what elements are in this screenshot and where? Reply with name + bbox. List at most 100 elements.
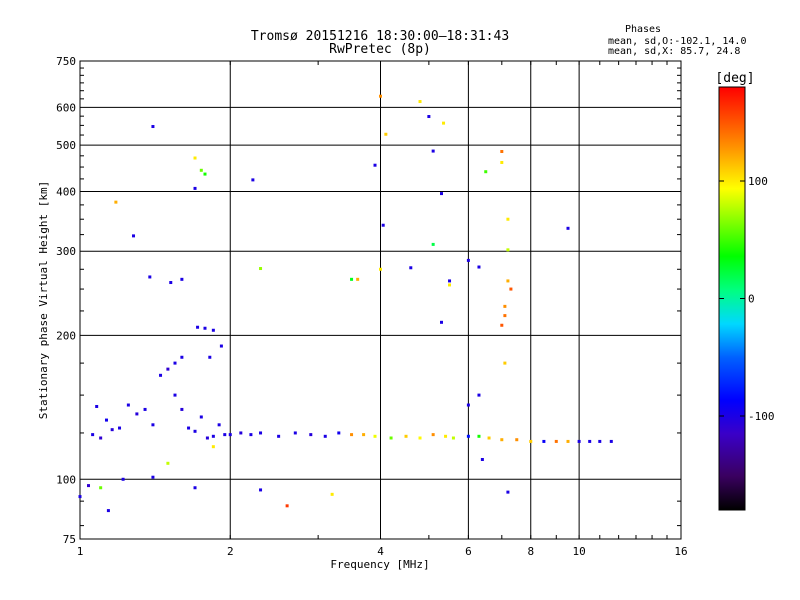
data-point	[431, 149, 435, 153]
data-point	[484, 170, 488, 174]
data-point	[503, 304, 507, 308]
data-point	[132, 234, 136, 238]
data-point	[444, 434, 448, 438]
data-point	[477, 265, 481, 269]
phases-stat-x: mean, sd,X: 85.7, 24.8	[608, 46, 740, 57]
x-tick-label: 2	[227, 545, 234, 558]
data-point	[431, 433, 435, 437]
axis-ticks: 1 2 4 6 8 10 16 75 100 200 300 400 500 600 750	[56, 55, 688, 558]
data-point	[442, 121, 446, 125]
data-point	[554, 439, 558, 443]
data-point	[173, 393, 177, 397]
data-point	[350, 277, 354, 281]
colorbar-tick-label: -100	[748, 410, 775, 423]
data-point	[203, 326, 207, 330]
data-point	[466, 403, 470, 407]
chart-title-line2: RwPretec (8p)	[329, 42, 431, 57]
data-point	[362, 433, 366, 437]
data-point	[166, 461, 170, 465]
data-point	[173, 361, 177, 365]
y-tick-label: 400	[56, 185, 76, 198]
data-point	[309, 433, 313, 437]
phases-heading: Phases	[625, 24, 661, 35]
data-point	[389, 436, 393, 440]
data-point	[148, 275, 152, 279]
data-point	[169, 281, 173, 285]
x-tick-label: 10	[572, 545, 585, 558]
y-tick-label: 600	[56, 101, 76, 114]
data-point	[515, 438, 519, 442]
data-point	[87, 484, 91, 488]
data-point	[211, 445, 215, 449]
data-point	[217, 423, 221, 427]
colorbar-tick-label: 100	[748, 175, 768, 188]
data-point	[509, 287, 513, 291]
data-point	[293, 431, 297, 435]
colorbar-tick-label: 0	[748, 293, 755, 306]
data-point	[196, 325, 200, 329]
data-point	[379, 94, 382, 98]
x-tick-label: 16	[674, 545, 687, 558]
data-point	[373, 163, 377, 167]
data-point	[373, 434, 377, 438]
data-point	[259, 431, 263, 435]
data-point	[506, 490, 510, 494]
data-point	[356, 277, 360, 281]
colorbar-ticks: 100 0 -100	[719, 175, 775, 423]
data-point	[251, 178, 255, 182]
data-point	[180, 355, 184, 359]
y-tick-label: 300	[56, 245, 76, 258]
y-tick-label: 500	[56, 139, 76, 152]
data-point	[379, 267, 382, 271]
x-tick-label: 4	[377, 545, 384, 558]
data-point	[448, 279, 452, 283]
data-point	[104, 418, 108, 422]
data-point	[500, 438, 504, 442]
data-point	[126, 403, 130, 407]
data-point	[384, 132, 388, 136]
data-point	[78, 495, 82, 499]
data-point	[440, 320, 444, 324]
data-point	[180, 407, 184, 411]
data-point	[330, 492, 334, 496]
data-point	[99, 436, 103, 440]
data-point	[500, 160, 504, 164]
data-point	[542, 439, 546, 443]
data-point	[337, 431, 341, 435]
y-tick-label: 100	[56, 473, 76, 486]
data-point	[350, 433, 354, 437]
data-point	[503, 361, 507, 365]
data-point	[506, 248, 510, 252]
data-point	[431, 242, 435, 246]
data-point	[500, 323, 504, 327]
data-point	[114, 200, 118, 204]
x-tick-label: 6	[465, 545, 472, 558]
data-point	[228, 433, 232, 437]
data-points	[78, 94, 613, 513]
data-point	[159, 373, 163, 377]
y-axis-label: Stationary phase Virtual Height [km]	[37, 181, 50, 419]
y-tick-label: 750	[56, 55, 76, 68]
colorbar-label: [deg]	[715, 71, 754, 86]
data-point	[193, 429, 197, 433]
data-point	[418, 436, 422, 440]
y-tick-label: 75	[63, 533, 76, 546]
data-point	[219, 344, 223, 348]
data-point	[223, 433, 227, 437]
data-point	[480, 457, 484, 461]
data-point	[404, 434, 408, 438]
data-point	[208, 355, 212, 359]
data-point	[487, 436, 491, 440]
data-point	[466, 434, 470, 438]
data-point	[448, 283, 452, 287]
data-point	[466, 258, 470, 262]
data-point	[598, 439, 602, 443]
data-point	[151, 423, 155, 427]
data-point	[151, 125, 155, 129]
data-point	[409, 266, 413, 270]
data-point	[577, 439, 581, 443]
data-point	[588, 439, 592, 443]
data-point	[259, 488, 263, 492]
data-point	[193, 186, 197, 190]
data-point	[143, 407, 147, 411]
